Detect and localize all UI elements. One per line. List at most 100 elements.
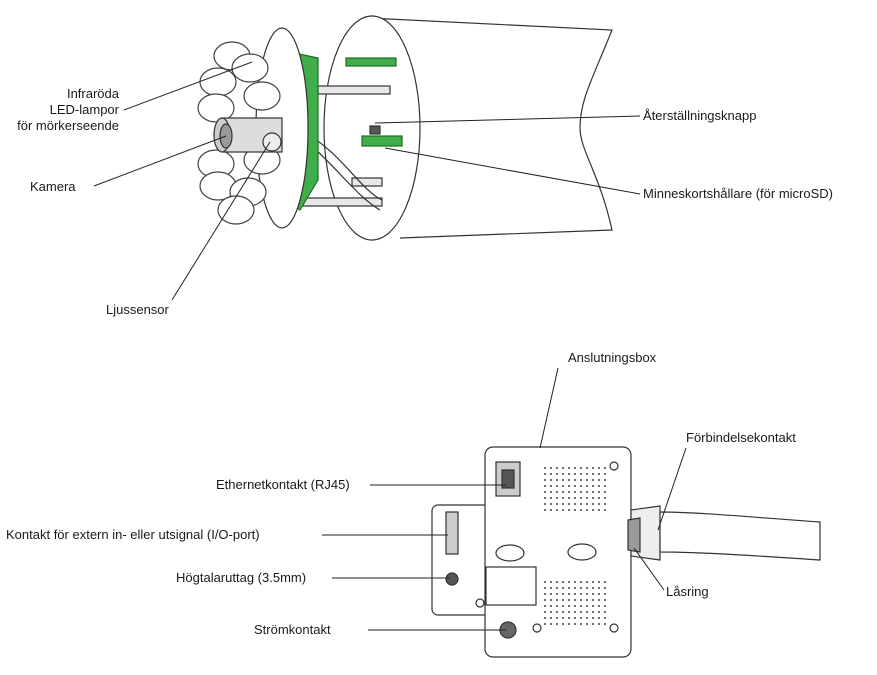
grille-dot: [544, 473, 546, 475]
grille-dot: [568, 509, 570, 511]
grille-dot: [592, 503, 594, 505]
grille-dot: [592, 581, 594, 583]
grille-dot: [550, 581, 552, 583]
grille-dot: [574, 581, 576, 583]
grille-dot: [580, 479, 582, 481]
grille-dot: [592, 593, 594, 595]
grille-dot: [604, 581, 606, 583]
leader-lines-bottom: [322, 367, 687, 631]
grille-dot: [604, 509, 606, 511]
grille-dot: [586, 503, 588, 505]
inner-rail-mid: [351, 177, 383, 187]
leader-reset: [374, 115, 641, 124]
label-reset-button: Återställningsknapp: [643, 108, 757, 123]
label-io-port: Kontakt för extern in- eller utsignal (I…: [6, 527, 260, 542]
grille-dot: [544, 491, 546, 493]
grille-dot: [550, 611, 552, 613]
grille-dot: [598, 491, 600, 493]
label-connector: Förbindelsekontakt: [686, 430, 796, 445]
grille-dot: [568, 617, 570, 619]
grille-dot: [574, 473, 576, 475]
grille-dot: [574, 497, 576, 499]
grille-dot: [562, 497, 564, 499]
grille-dot: [574, 623, 576, 625]
grille-dot: [562, 617, 564, 619]
grille-dot: [598, 623, 600, 625]
grille-dot: [550, 593, 552, 595]
grille-dot: [574, 467, 576, 469]
label-power: Strömkontakt: [254, 622, 331, 637]
grille-dot: [568, 593, 570, 595]
grille-dot: [586, 587, 588, 589]
label-speaker-jack: Högtalaruttag (3.5mm): [176, 570, 307, 585]
grille-dot: [580, 467, 582, 469]
screw: [532, 623, 542, 633]
grille-dot: [556, 503, 558, 505]
grille-dot: [544, 587, 546, 589]
label-connection-box: Anslutningsbox: [568, 350, 657, 365]
grille-dot: [604, 479, 606, 481]
grille-dot: [574, 479, 576, 481]
grille-dot: [598, 611, 600, 613]
grille-dot: [598, 587, 600, 589]
grille-dot: [574, 599, 576, 601]
leader-light-sensor: [171, 141, 271, 301]
grille-dot: [598, 503, 600, 505]
grille-dot: [562, 623, 564, 625]
screw: [609, 623, 619, 633]
grille-dot: [580, 587, 582, 589]
grille-dot: [550, 497, 552, 499]
grille-dot: [562, 491, 564, 493]
grille-dot: [580, 581, 582, 583]
reset-button-part: [369, 125, 381, 135]
grille-dot: [550, 605, 552, 607]
label-ir-led-line2: LED-lampor: [49, 102, 119, 117]
screw: [609, 461, 619, 471]
grille-dot: [580, 599, 582, 601]
grille-dot: [544, 485, 546, 487]
grille-dot: [598, 593, 600, 595]
grille-dot: [556, 605, 558, 607]
grille-dot: [604, 467, 606, 469]
grille-dot: [598, 617, 600, 619]
grille-dot: [550, 509, 552, 511]
grille-dot: [556, 491, 558, 493]
grille-dot: [544, 623, 546, 625]
grille-dot: [568, 611, 570, 613]
grille-dot: [586, 473, 588, 475]
grille-dot: [592, 473, 594, 475]
grille-dot: [568, 503, 570, 505]
grille-dot: [592, 497, 594, 499]
top-board: [345, 57, 397, 67]
grille-dot: [556, 581, 558, 583]
grille-dot: [604, 587, 606, 589]
grille-dot: [562, 467, 564, 469]
label-light-sensor: Ljussensor: [106, 302, 169, 317]
grille-dot: [550, 491, 552, 493]
grille-dot: [568, 467, 570, 469]
grille-dot: [604, 485, 606, 487]
grille-dot: [598, 473, 600, 475]
grille-dot: [574, 587, 576, 589]
grille-dot: [592, 599, 594, 601]
grille-dot: [604, 611, 606, 613]
grille-dot: [574, 617, 576, 619]
grille-dot: [550, 473, 552, 475]
grille-dot: [556, 617, 558, 619]
grille-dot: [544, 581, 546, 583]
leader-connection-box: [539, 367, 559, 449]
screw: [475, 598, 485, 608]
label-ethernet: Ethernetkontakt (RJ45): [216, 477, 350, 492]
grille-dot: [556, 473, 558, 475]
leader-ir-led: [123, 61, 253, 111]
grille-dot: [586, 593, 588, 595]
grille-dot: [544, 509, 546, 511]
grille-dot: [556, 467, 558, 469]
grille-dot: [562, 599, 564, 601]
grille-dot: [592, 617, 594, 619]
grille-dot: [586, 479, 588, 481]
grille-dot: [604, 497, 606, 499]
grille-dot: [586, 485, 588, 487]
grille-dot: [580, 605, 582, 607]
grille-dot: [556, 509, 558, 511]
